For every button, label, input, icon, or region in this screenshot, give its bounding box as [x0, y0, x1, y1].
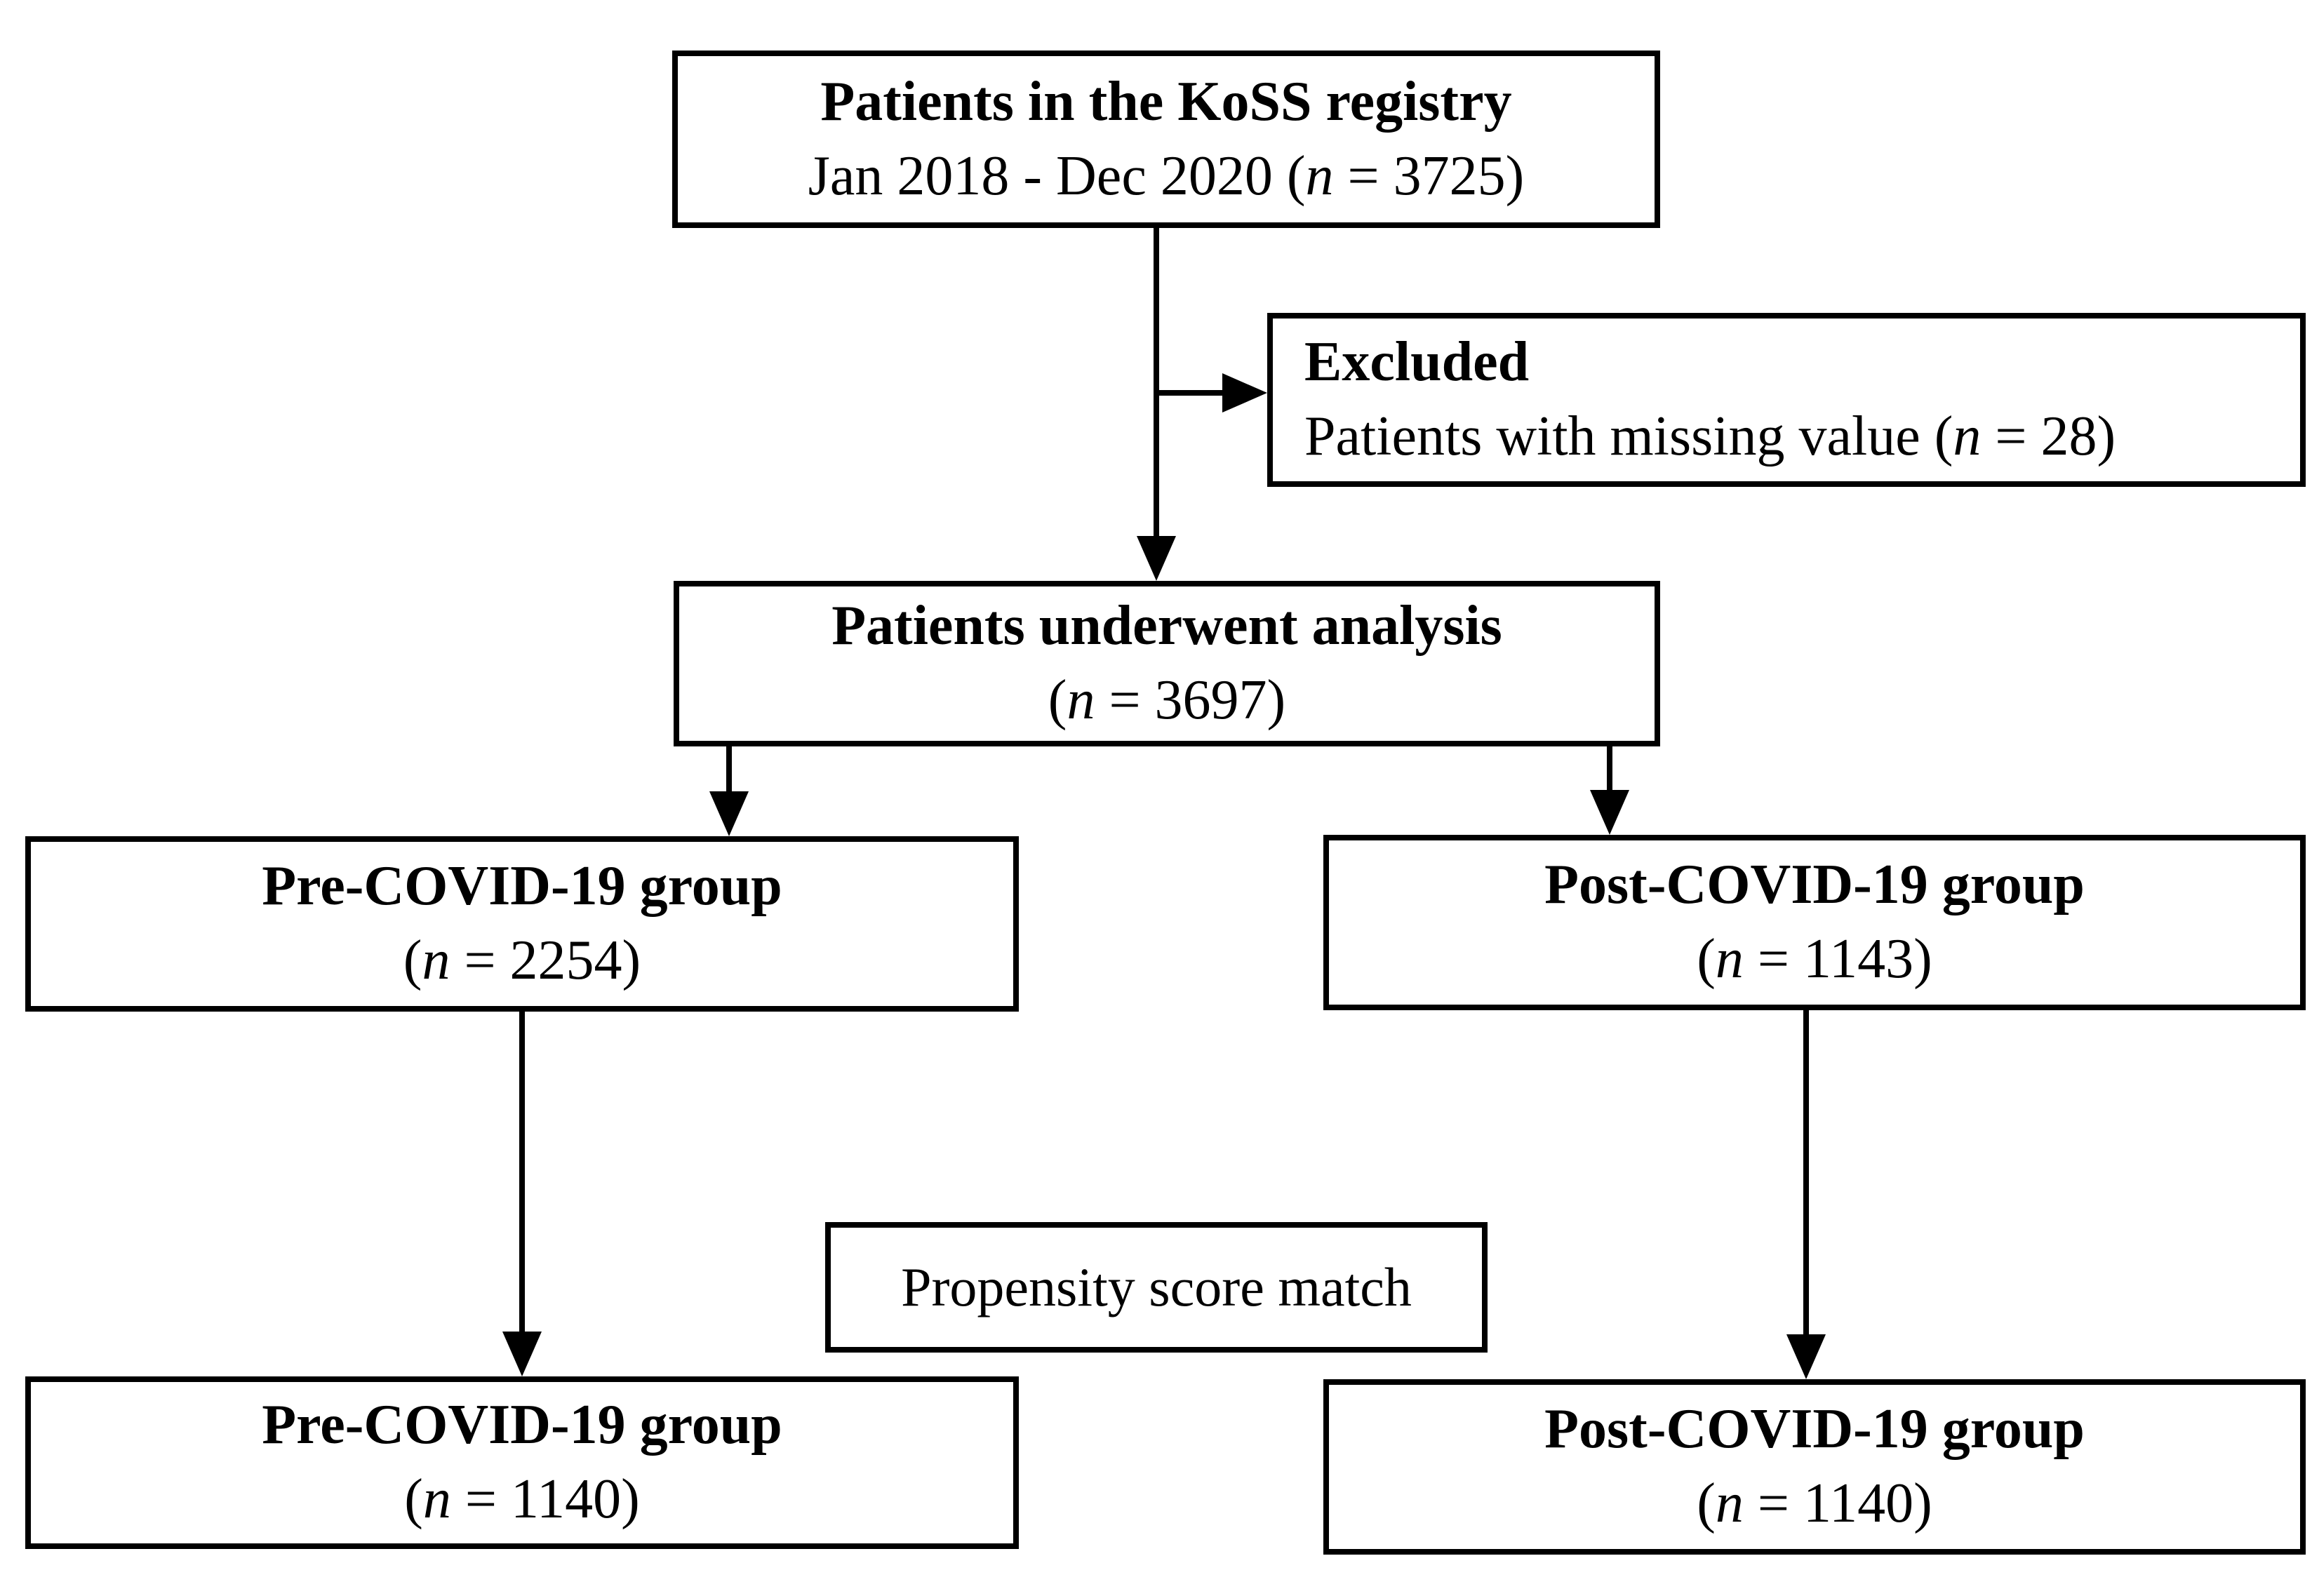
registry-count-suffix: = 3725): [1333, 145, 1525, 207]
box-pre-covid-group: Pre-COVID-19 group (n = 2254): [25, 836, 1019, 1012]
pre-group-title: Pre-COVID-19 group: [262, 855, 782, 918]
arrowhead-down-icon: [1786, 1334, 1826, 1379]
pre-group-count-suffix: = 2254): [450, 930, 641, 991]
box-underwent-analysis: Patients underwent analysis (n = 3697): [674, 581, 1660, 746]
post-group-count-prefix: (: [1697, 928, 1716, 990]
excluded-reason-suffix: = 28): [1981, 405, 2116, 467]
analysis-count-suffix: = 3697): [1095, 669, 1286, 731]
analysis-count-prefix: (: [1048, 669, 1067, 731]
analysis-count: (n = 3697): [1048, 664, 1285, 738]
excluded-reason: Patients with missing value (n = 28): [1304, 400, 2116, 474]
post-group-count: (n = 1143): [1697, 923, 1932, 997]
box-koss-registry: Patients in the KoSS registry Jan 2018 -…: [672, 51, 1660, 228]
box-pre-covid-matched: Pre-COVID-19 group (n = 1140): [25, 1376, 1019, 1549]
registry-count-prefix: Jan 2018 - Dec 2020 (: [808, 145, 1306, 207]
n-symbol: n: [1305, 145, 1334, 207]
pre-group-count-prefix: (: [403, 930, 422, 991]
connector-analysis-to-post-group: [1607, 746, 1612, 790]
n-symbol: n: [422, 930, 450, 991]
connector-registry-to-analysis: [1154, 228, 1159, 539]
box-excluded: Excluded Patients with missing value (n …: [1267, 313, 2306, 487]
post-group-title: Post-COVID-19 group: [1544, 854, 2085, 916]
box-post-covid-group: Post-COVID-19 group (n = 1143): [1323, 835, 2306, 1010]
pre-matched-count: (n = 1140): [404, 1463, 639, 1537]
pre-matched-title: Pre-COVID-19 group: [262, 1394, 782, 1456]
pre-group-count: (n = 2254): [403, 924, 641, 998]
registry-count: Jan 2018 - Dec 2020 (n = 3725): [808, 140, 1524, 214]
arrowhead-down-icon: [709, 791, 749, 836]
pre-matched-count-suffix: = 1140): [450, 1468, 640, 1530]
connector-to-excluded: [1154, 390, 1222, 396]
registry-title: Patients in the KoSS registry: [820, 70, 1512, 133]
connector-analysis-to-pre-group: [726, 746, 732, 793]
n-symbol: n: [1067, 669, 1095, 731]
propensity-label: Propensity score match: [901, 1256, 1412, 1317]
analysis-title: Patients underwent analysis: [831, 595, 1502, 657]
arrowhead-down-icon: [1590, 790, 1629, 835]
post-matched-count-suffix: = 1140): [1743, 1473, 1932, 1534]
post-matched-title: Post-COVID-19 group: [1544, 1398, 2085, 1461]
post-matched-count-prefix: (: [1697, 1473, 1716, 1534]
arrowhead-down-icon: [502, 1332, 542, 1376]
excluded-title: Excluded: [1304, 331, 1530, 394]
pre-matched-count-prefix: (: [404, 1468, 423, 1530]
post-matched-count: (n = 1140): [1697, 1467, 1932, 1541]
connector-post-group-to-matched: [1803, 1010, 1809, 1336]
box-propensity-score-match: Propensity score match: [825, 1222, 1488, 1353]
excluded-reason-prefix: Patients with missing value (: [1304, 405, 1953, 467]
arrowhead-right-icon: [1222, 373, 1267, 413]
post-group-count-suffix: = 1143): [1743, 928, 1932, 990]
n-symbol: n: [1715, 928, 1744, 990]
n-symbol: n: [422, 1468, 451, 1530]
connector-pre-group-to-matched: [519, 1012, 525, 1333]
n-symbol: n: [1953, 405, 1982, 467]
box-post-covid-matched: Post-COVID-19 group (n = 1140): [1323, 1379, 2306, 1555]
n-symbol: n: [1715, 1473, 1744, 1534]
arrowhead-down-icon: [1137, 536, 1176, 581]
